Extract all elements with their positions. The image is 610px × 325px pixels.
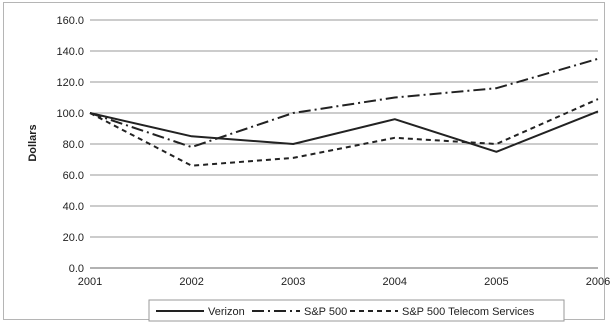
x-tick-label: 2003 [281,276,305,288]
x-tick-label: 2006 [586,276,610,288]
chart-frame [3,2,605,320]
x-tick-label: 2001 [78,276,102,288]
y-tick-label: 120.0 [56,77,84,89]
gridlines [90,19,598,269]
series-line-sp500 [89,57,599,149]
y-tick-label: 40.0 [63,201,84,213]
y-tick-label: 60.0 [63,170,84,182]
y-tick-label: 0.0 [69,263,84,275]
legend-label: S&P 500 [304,306,347,318]
legend-box [148,299,565,322]
legend-label: S&P 500 Telecom Services [402,306,535,318]
x-tick-label: 2005 [484,276,508,288]
y-tick-label: 100.0 [56,108,84,120]
y-tick-label: 140.0 [56,46,84,58]
series-line-verizon [89,110,599,153]
y-tick-label: 80.0 [63,139,84,151]
legend: Verizon S&P 500 S&P 500 Telecom Services [148,299,565,322]
y-tick-label: 20.0 [63,232,84,244]
y-axis-label: Dollars [27,124,39,161]
y-tick-labels: 160.0 140.0 120.0 100.0 80.0 60.0 40.0 20.0 0.0 [56,15,84,275]
x-tick-label: 2002 [179,276,203,288]
x-tick-labels: 2001 2002 2003 2004 2005 2006 [78,276,610,288]
series-lines [89,57,599,167]
legend-label: Verizon [208,306,245,318]
x-tick-label: 2004 [383,276,407,288]
y-tick-label: 160.0 [56,15,84,27]
